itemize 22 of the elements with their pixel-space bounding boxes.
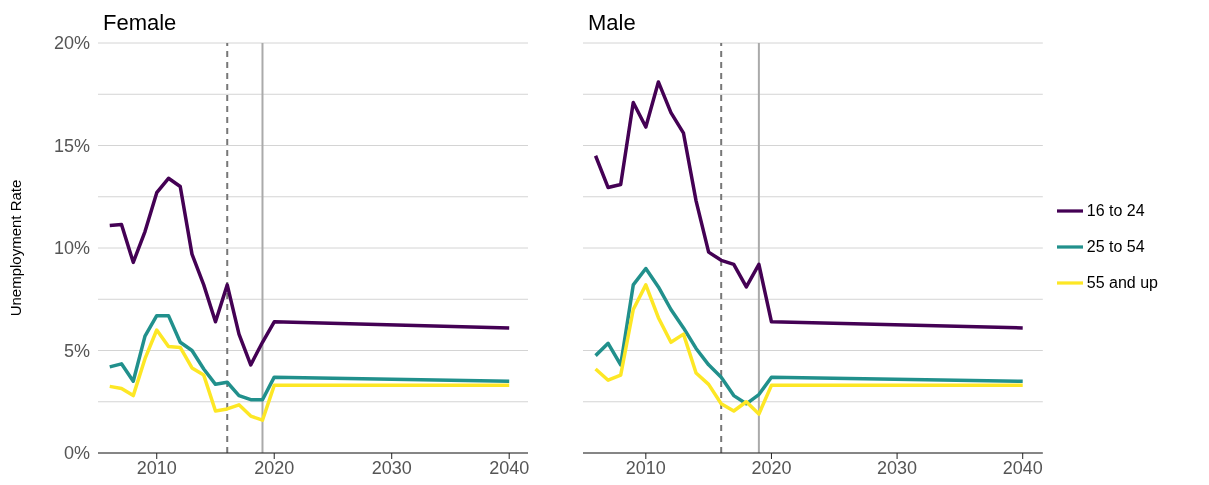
- x-tick-label: 2020: [254, 457, 295, 478]
- chart-title: Female: [103, 10, 177, 36]
- x-tick-label: 2010: [136, 457, 177, 478]
- legend-label: 16 to 24: [1086, 201, 1145, 219]
- x-tick-label: 2030: [371, 457, 412, 478]
- legend-label: 25 to 54: [1086, 237, 1145, 255]
- x-tick-label: 2010: [625, 457, 666, 478]
- x-tick-label: 2030: [877, 457, 918, 478]
- x-tick-label: 2020: [751, 457, 792, 478]
- y-tick-label: 15%: [53, 135, 90, 156]
- legend-label: 55 and up: [1086, 273, 1158, 291]
- line-series: [108, 176, 511, 367]
- y-tick-label: 20%: [53, 33, 90, 54]
- x-tick-label: 2040: [1002, 457, 1043, 478]
- y-tick-label: 10%: [53, 238, 90, 259]
- chart-title: Male: [588, 10, 636, 36]
- y-tick-label: 5%: [63, 340, 90, 361]
- line-series: [108, 313, 511, 402]
- line-series: [108, 328, 511, 422]
- x-tick-label: 2040: [489, 457, 530, 478]
- y-axis-title: Unemployment Rate: [7, 179, 25, 317]
- y-tick-label: 0%: [63, 443, 90, 464]
